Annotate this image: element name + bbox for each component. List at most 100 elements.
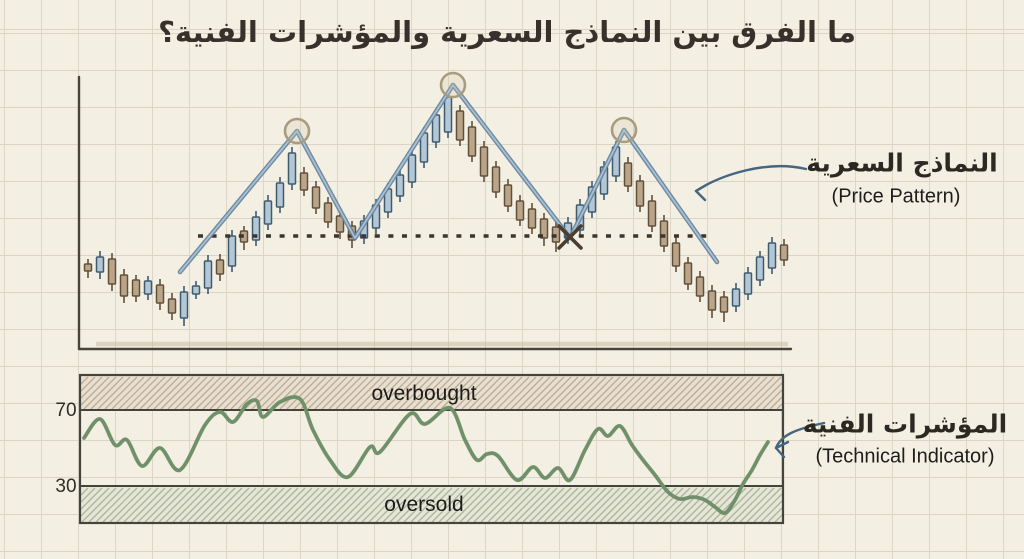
hatch-line xyxy=(452,487,488,523)
hatch-line xyxy=(508,487,544,523)
hatch-line xyxy=(80,376,103,399)
hatch-line xyxy=(650,376,684,410)
hatch-line xyxy=(769,396,783,410)
hatch-line xyxy=(725,487,761,523)
hatch-line xyxy=(95,487,131,523)
hatch-line xyxy=(727,376,761,410)
hatch-line xyxy=(342,376,376,410)
hatch-line xyxy=(433,376,467,410)
hatch-line xyxy=(279,376,313,410)
hatch-line xyxy=(209,376,243,410)
hatch-line xyxy=(326,487,362,523)
hatch-line xyxy=(774,514,783,523)
hatch-line xyxy=(291,487,327,523)
peak-circle xyxy=(283,117,311,145)
candle-body xyxy=(455,110,465,141)
hatch-line xyxy=(284,487,320,523)
indicator-line xyxy=(82,395,770,515)
hatch-line xyxy=(80,487,89,496)
hatch-line xyxy=(286,376,320,410)
hatch-line xyxy=(480,487,516,523)
hatch-line xyxy=(216,376,250,410)
candle-body xyxy=(755,256,765,281)
hatch-line xyxy=(202,376,236,410)
hatch-line xyxy=(776,403,783,410)
price-pattern-arrowhead xyxy=(694,182,710,202)
candle-body xyxy=(179,291,189,319)
hatch-line xyxy=(419,376,453,410)
hatch-line xyxy=(237,376,271,410)
hatch-line xyxy=(263,487,299,523)
hatch-line xyxy=(573,376,607,410)
pattern-overlay xyxy=(177,71,720,275)
hatch-line xyxy=(543,487,579,523)
hatch-line xyxy=(335,376,369,410)
indicator-frame xyxy=(78,373,785,525)
hatch-line xyxy=(522,487,558,523)
hatch-line xyxy=(454,376,488,410)
hatch-line xyxy=(396,487,432,523)
hatch-line xyxy=(718,487,754,523)
hatch-line xyxy=(538,376,572,410)
candle-body xyxy=(335,215,345,233)
hatch-line xyxy=(559,376,593,410)
hatch-line xyxy=(174,376,208,410)
hatch-line xyxy=(307,376,341,410)
hatch-line xyxy=(746,487,782,523)
hatch-line xyxy=(90,376,124,410)
hatch-line xyxy=(298,487,334,523)
hatch-line xyxy=(118,376,152,410)
hatch-line xyxy=(146,376,180,410)
candle-body xyxy=(719,296,729,313)
hatch-line xyxy=(314,376,348,410)
hatch-line xyxy=(447,376,481,410)
hatch-line xyxy=(256,487,292,523)
hatch-line xyxy=(158,487,194,523)
candle-body xyxy=(479,146,489,177)
hatch-line xyxy=(188,376,222,410)
candle-body xyxy=(311,186,321,209)
hatch-line xyxy=(424,487,460,523)
hatch-line xyxy=(181,376,215,410)
price-chart xyxy=(77,71,808,351)
candle-body xyxy=(467,126,477,157)
hatch-line xyxy=(592,487,628,523)
hatch-line xyxy=(363,376,397,410)
candle-body xyxy=(647,200,657,227)
candle-body xyxy=(119,274,129,297)
hatch-line xyxy=(340,487,376,523)
hatch-line xyxy=(503,376,537,410)
hatch-line xyxy=(214,487,250,523)
hatch-line xyxy=(734,376,768,410)
hatch-line xyxy=(153,376,187,410)
candle-body xyxy=(275,182,285,208)
hatch-line xyxy=(636,376,670,410)
hatch-line xyxy=(230,376,264,410)
candle-body xyxy=(527,208,537,229)
hatch-line xyxy=(606,487,642,523)
hatch-line xyxy=(524,376,558,410)
candle-body xyxy=(671,242,681,267)
hatch-line xyxy=(132,376,166,410)
candle-body xyxy=(131,279,141,297)
candle-body xyxy=(731,288,741,307)
candle-body xyxy=(491,166,501,193)
hatch-line xyxy=(704,487,740,523)
hatch-line xyxy=(501,487,537,523)
hatch-line xyxy=(193,487,229,523)
hatch-line xyxy=(80,376,96,392)
hatch-line xyxy=(601,376,635,410)
peak-circle xyxy=(610,116,638,144)
price-pattern-label-ar: النماذج السعرية xyxy=(806,148,998,178)
hatch-line xyxy=(440,376,474,410)
candle-body xyxy=(683,262,693,285)
hatch-line xyxy=(384,376,418,410)
technical-indicator-arrowhead xyxy=(774,440,790,459)
candle-body xyxy=(323,202,333,223)
hatch-line xyxy=(741,376,775,410)
hatch-line xyxy=(438,487,474,523)
hatch-line xyxy=(557,487,593,523)
hatch-line xyxy=(515,487,551,523)
technical-indicator-arrow xyxy=(774,421,826,450)
hatch-line xyxy=(97,376,131,410)
